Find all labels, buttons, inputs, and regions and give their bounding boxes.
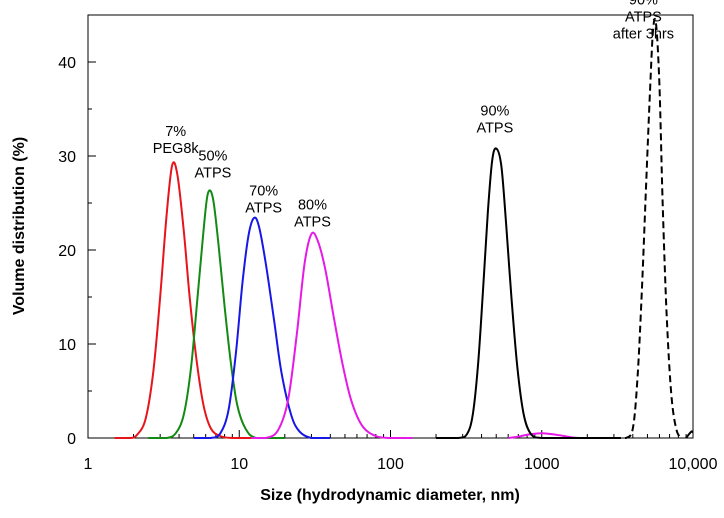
annotation-label: 50% <box>198 149 227 165</box>
series-line-8 <box>685 430 694 439</box>
y-tick-label: 40 <box>58 55 76 72</box>
y-tick-label: 20 <box>58 243 76 260</box>
annotation-label: ATPS <box>245 200 282 216</box>
series-layer <box>114 17 694 439</box>
x-tick-label: 10 <box>230 456 248 473</box>
annotation-label: 7% <box>165 124 186 140</box>
annotation-label: PEG8k <box>153 141 200 157</box>
series-line-2 <box>148 189 285 439</box>
y-tick-label: 10 <box>58 337 76 354</box>
x-tick-label: 1000 <box>524 456 560 473</box>
annotation-label: 90% <box>629 0 658 9</box>
annotation-label: 70% <box>249 183 278 199</box>
annotation-label: ATPS <box>195 166 232 182</box>
annotation-label: ATPS <box>625 10 662 26</box>
annotation-label: after 3hrs <box>613 27 674 43</box>
plot-frame <box>87 14 694 439</box>
x-tick-label: 100 <box>377 456 404 473</box>
series-line-6 <box>436 147 614 439</box>
y-axis: 0 10 20 30 40 <box>58 55 96 448</box>
annotation-label: 80% <box>298 198 327 214</box>
x-tick-label: 1 <box>84 456 93 473</box>
annotation-label: 90% <box>480 104 509 120</box>
annotation-label: ATPS <box>294 215 331 231</box>
x-axis-title: Size (hydrodynamic diameter, nm) <box>260 487 520 504</box>
y-tick-label: 30 <box>58 149 76 166</box>
series-line-1 <box>114 161 252 439</box>
series-line-5 <box>508 432 581 439</box>
series-line-3 <box>193 216 331 439</box>
annotation-label: ATPS <box>476 121 513 137</box>
y-axis-title: Volume distribution (%) <box>11 137 28 315</box>
x-axis: 1 10 100 1000 10,000 <box>84 430 718 473</box>
series-line-4 <box>251 231 413 439</box>
x-tick-label: 10,000 <box>669 456 718 473</box>
y-tick-label: 0 <box>67 431 76 448</box>
series-line-7 <box>613 17 684 439</box>
